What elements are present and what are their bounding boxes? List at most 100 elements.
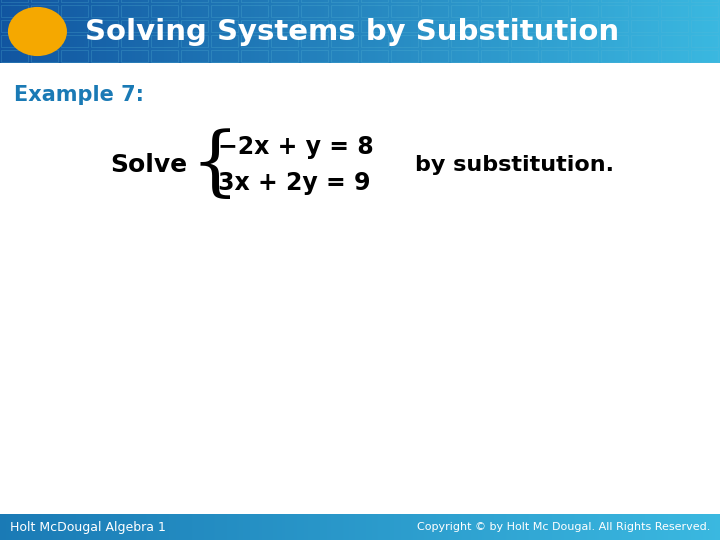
Bar xyxy=(91,35,118,47)
Bar xyxy=(31,50,58,62)
Bar xyxy=(571,35,598,47)
Bar xyxy=(481,35,508,47)
Text: 3x + 2y = 9: 3x + 2y = 9 xyxy=(218,171,371,195)
Bar xyxy=(31,0,58,2)
Bar xyxy=(271,35,298,47)
Bar xyxy=(181,35,208,47)
Bar xyxy=(361,35,388,47)
Bar xyxy=(61,5,88,17)
Bar xyxy=(691,35,718,47)
Bar xyxy=(511,5,538,17)
Bar xyxy=(1,0,28,2)
Bar xyxy=(691,0,718,2)
Bar xyxy=(691,20,718,32)
Bar xyxy=(571,20,598,32)
Bar xyxy=(91,0,118,2)
Text: by substitution.: by substitution. xyxy=(415,155,614,175)
Bar xyxy=(1,20,28,32)
Bar xyxy=(241,0,268,2)
Text: Copyright © by Holt Mc Dougal. All Rights Reserved.: Copyright © by Holt Mc Dougal. All Right… xyxy=(417,522,710,532)
Bar xyxy=(511,20,538,32)
Bar xyxy=(511,0,538,2)
Bar xyxy=(421,5,448,17)
Bar xyxy=(151,20,178,32)
Bar xyxy=(661,0,688,2)
Text: Holt McDougal Algebra 1: Holt McDougal Algebra 1 xyxy=(10,521,166,534)
Bar xyxy=(61,35,88,47)
Bar xyxy=(331,50,358,62)
Bar xyxy=(121,50,148,62)
Bar xyxy=(151,5,178,17)
Bar xyxy=(151,50,178,62)
Text: Solve: Solve xyxy=(110,153,187,177)
Bar xyxy=(91,50,118,62)
Bar xyxy=(31,5,58,17)
Bar xyxy=(181,5,208,17)
Bar xyxy=(241,5,268,17)
Bar xyxy=(271,5,298,17)
Bar xyxy=(571,0,598,2)
Bar xyxy=(301,50,328,62)
Bar xyxy=(1,50,28,62)
Text: Example 7:: Example 7: xyxy=(14,85,144,105)
Bar xyxy=(661,5,688,17)
Bar xyxy=(361,50,388,62)
Bar xyxy=(211,50,238,62)
Bar xyxy=(601,50,628,62)
Bar xyxy=(661,50,688,62)
Bar xyxy=(391,35,418,47)
Bar xyxy=(631,5,658,17)
Bar xyxy=(241,20,268,32)
Bar xyxy=(421,50,448,62)
Bar xyxy=(451,50,478,62)
Bar xyxy=(121,35,148,47)
Bar xyxy=(151,35,178,47)
Bar xyxy=(91,20,118,32)
Bar xyxy=(571,5,598,17)
Text: −2x + y = 8: −2x + y = 8 xyxy=(218,135,374,159)
Bar xyxy=(451,0,478,2)
Bar xyxy=(31,20,58,32)
Bar xyxy=(241,35,268,47)
Bar xyxy=(301,0,328,2)
Bar xyxy=(181,0,208,2)
Bar xyxy=(451,5,478,17)
Bar xyxy=(511,35,538,47)
Bar xyxy=(391,50,418,62)
Bar xyxy=(361,20,388,32)
Ellipse shape xyxy=(8,7,67,56)
Bar xyxy=(661,20,688,32)
Bar xyxy=(151,0,178,2)
Bar xyxy=(211,20,238,32)
Bar xyxy=(481,0,508,2)
Bar xyxy=(61,20,88,32)
Bar xyxy=(61,0,88,2)
Bar xyxy=(601,0,628,2)
Bar xyxy=(121,20,148,32)
Bar xyxy=(211,35,238,47)
Bar xyxy=(661,35,688,47)
Bar xyxy=(301,20,328,32)
Bar xyxy=(1,35,28,47)
Bar xyxy=(541,0,568,2)
Bar xyxy=(391,0,418,2)
Bar xyxy=(331,0,358,2)
Bar xyxy=(331,35,358,47)
Bar xyxy=(541,35,568,47)
Bar xyxy=(211,0,238,2)
Bar xyxy=(271,20,298,32)
Bar xyxy=(451,35,478,47)
Bar xyxy=(421,20,448,32)
Bar xyxy=(421,35,448,47)
Bar xyxy=(331,5,358,17)
Bar xyxy=(571,50,598,62)
Bar xyxy=(301,35,328,47)
Bar xyxy=(121,5,148,17)
Bar xyxy=(691,50,718,62)
Bar xyxy=(31,35,58,47)
Bar xyxy=(601,5,628,17)
Bar xyxy=(691,5,718,17)
Bar xyxy=(631,35,658,47)
Bar xyxy=(271,50,298,62)
Bar xyxy=(331,20,358,32)
